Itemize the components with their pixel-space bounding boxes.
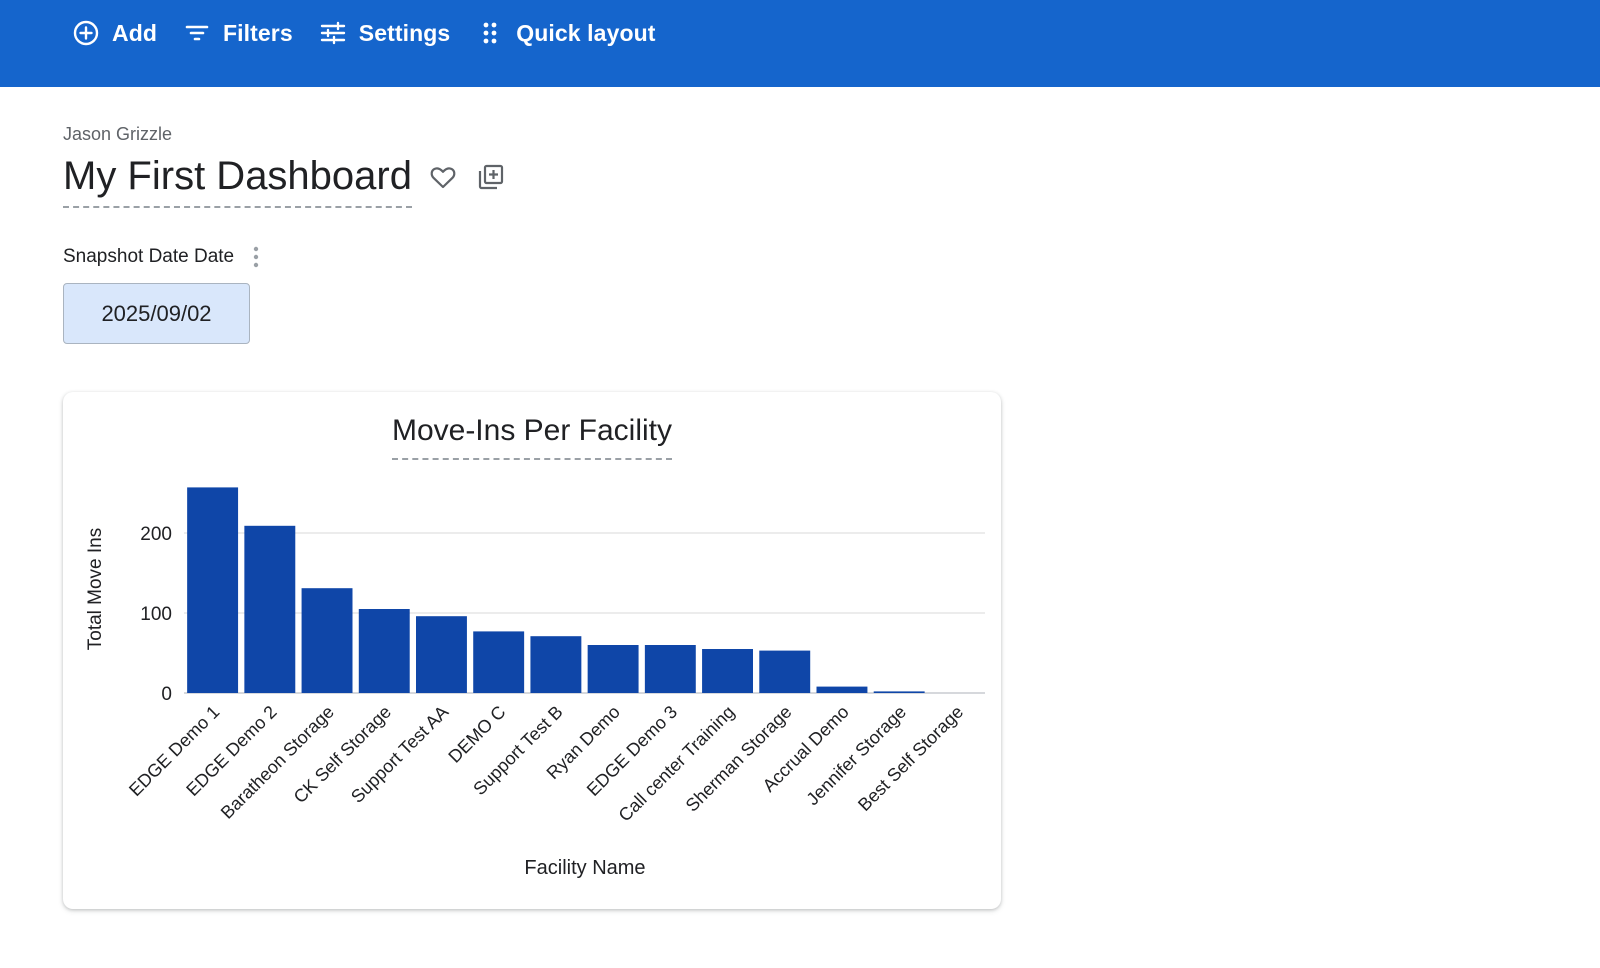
bar: [816, 686, 868, 693]
x-tick-label: CK Self Storage: [290, 702, 395, 807]
filter-lines-icon: [183, 19, 211, 47]
filter-header: Snapshot Date Date: [63, 244, 266, 270]
x-tick-label: Support Test AA: [347, 702, 452, 807]
y-tick-label: 100: [140, 604, 172, 625]
plus-circle-icon: [72, 19, 100, 47]
bar: [244, 525, 296, 693]
drag-dots-icon: [476, 19, 504, 47]
y-tick-label: 0: [161, 684, 172, 705]
add-button-label: Add: [112, 19, 158, 46]
quick-layout-button-label: Quick layout: [516, 19, 656, 46]
bar: [416, 616, 467, 693]
top-toolbar: Add Filters Settings Quick layout: [0, 0, 1600, 87]
bar: [644, 645, 696, 693]
title-row: My First Dashboard: [63, 152, 508, 208]
bar: [702, 649, 753, 693]
bar: [759, 650, 811, 693]
settings-button[interactable]: Settings: [319, 14, 451, 52]
chart-tile: Move-Ins Per Facility 0 100 200 EDGE Demo 1…: [63, 392, 1001, 909]
bar: [473, 631, 525, 693]
bar: [530, 636, 582, 693]
bar: [187, 487, 239, 693]
filters-button-label: Filters: [223, 19, 293, 46]
y-axis-title: Total Move Ins: [85, 528, 106, 651]
library-add-icon[interactable]: [474, 160, 508, 194]
heart-outline-icon[interactable]: [426, 160, 460, 194]
x-tick-label: Jennifer Storage: [802, 702, 910, 810]
chart-title[interactable]: Move-Ins Per Facility: [391, 414, 673, 460]
bar: [301, 588, 353, 693]
settings-button-label: Settings: [358, 19, 451, 46]
snapshot-date-filter[interactable]: 2025/09/02: [63, 283, 250, 344]
y-tick-label: 200: [140, 524, 172, 545]
bar: [873, 691, 925, 693]
filters-button[interactable]: Filters: [183, 14, 293, 52]
sliders-icon: [319, 19, 347, 47]
add-button[interactable]: Add: [72, 14, 157, 52]
chart-title-wrap: Move-Ins Per Facility: [63, 414, 1001, 460]
quick-layout-button[interactable]: Quick layout: [476, 14, 655, 52]
bar: [358, 609, 410, 693]
kebab-vertical-icon[interactable]: [246, 244, 266, 270]
x-tick-label: Sherman Storage: [682, 702, 796, 816]
bar: [587, 645, 639, 693]
dashboard-owner: Jason Grizzle: [63, 124, 173, 144]
page-title[interactable]: My First Dashboard: [63, 152, 412, 208]
filter-label: Snapshot Date Date: [63, 246, 235, 267]
x-axis-title: Facility Name: [524, 857, 645, 879]
x-tick-label: Best Self Storage: [854, 702, 967, 815]
